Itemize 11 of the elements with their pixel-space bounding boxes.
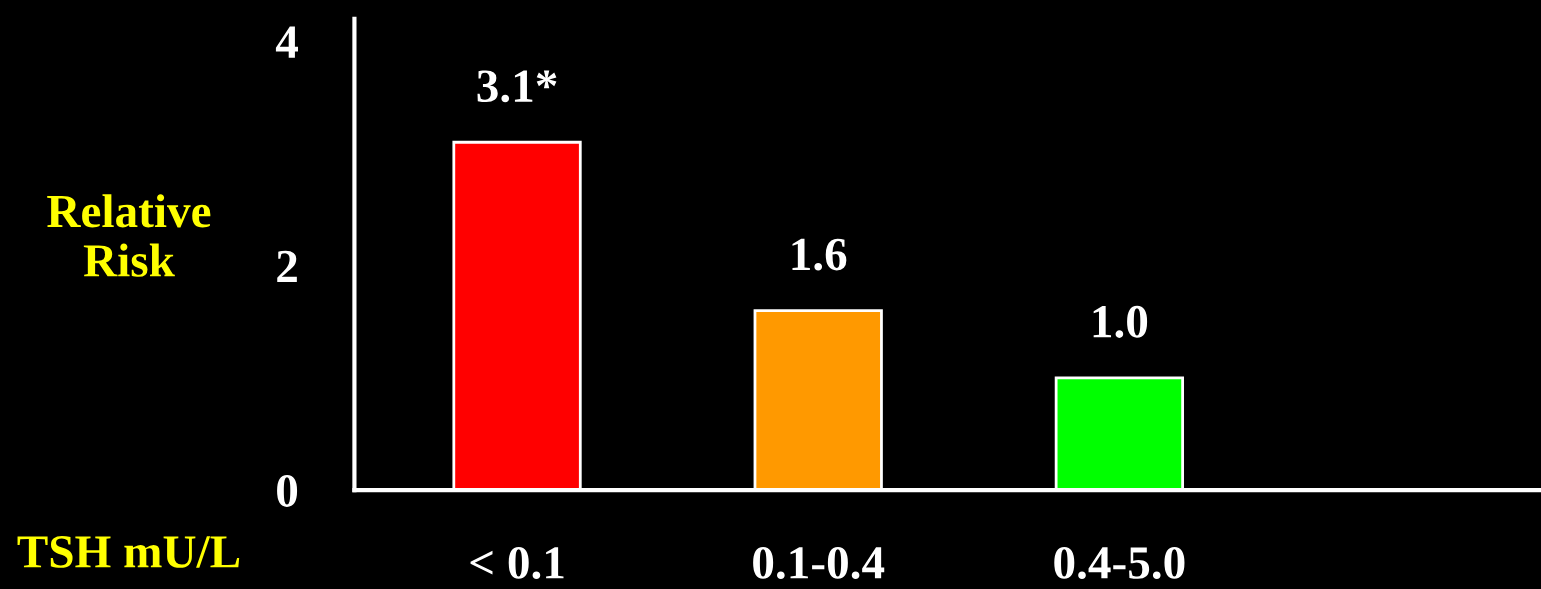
data-label: 1.0 <box>1093 305 1148 338</box>
x-tick-label: 0.1-0.4 <box>753 546 885 580</box>
y-tick-label: 0 <box>277 475 298 507</box>
x-tick-label: < 0.1 <box>470 546 564 580</box>
data-label: 1.6 <box>792 238 847 271</box>
y-tick-label: 2 <box>277 250 297 283</box>
y-axis-title: Relative Risk <box>47 194 211 277</box>
data-label: 3.1* <box>477 70 557 103</box>
y-tick-label: 4 <box>275 26 298 58</box>
x-tick-label: 0.4-5.0 <box>1054 546 1185 580</box>
x-axis-title: TSH mU/L <box>17 536 240 568</box>
